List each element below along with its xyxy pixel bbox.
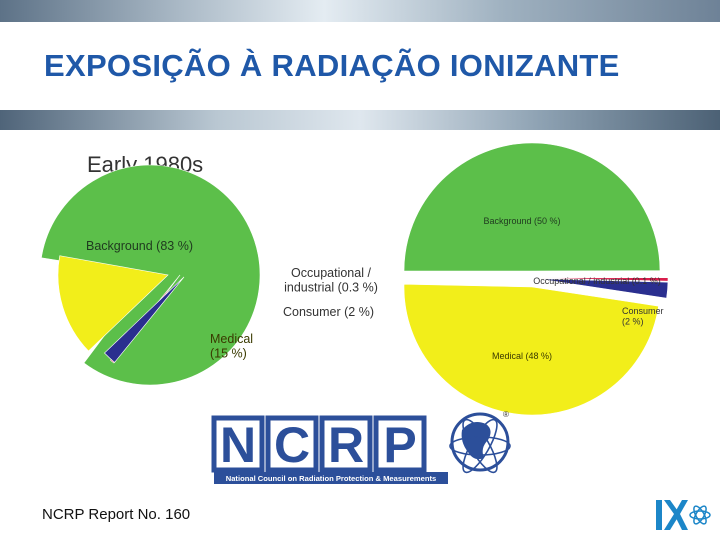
logo-letter: R <box>328 417 364 473</box>
institution-logo-icon <box>656 500 711 530</box>
pie-chart-2006: 2006Background (50 %)Medical (48 %)Occup… <box>403 142 669 416</box>
header-decorative-band <box>0 110 720 130</box>
slice-label: Background (50 %) <box>483 216 560 226</box>
pie-slice <box>104 276 185 363</box>
logo-letter-box <box>211 415 265 473</box>
logo-letter: P <box>383 417 416 473</box>
pie-slice <box>403 283 659 416</box>
logo-letter: C <box>274 417 310 473</box>
slice-label: Medical (48 %) <box>492 351 552 361</box>
pie-slice <box>57 255 169 352</box>
top-decorative-band <box>0 0 720 22</box>
registered-mark: ® <box>503 410 509 419</box>
slice-label: Occupational / industrial (0.1 %) <box>533 276 661 286</box>
logo-organization-name: National Council on Radiation Protection… <box>226 474 437 483</box>
pie-slice <box>539 278 669 299</box>
footer-source: NCRP Report No. 160 <box>42 506 191 523</box>
slice-label: Occupational / industrial (0.3 %) <box>284 266 378 294</box>
slice-label: Consumer (2 %) <box>622 306 664 326</box>
title-bar <box>0 22 720 110</box>
logo-letter-box <box>373 415 427 473</box>
pie-slice <box>403 142 661 272</box>
logo-letter-box <box>265 415 319 473</box>
slice-label: Background (83 %) <box>86 239 193 253</box>
logo-letter-box <box>319 415 373 473</box>
slice-label: Consumer (2 %) <box>283 305 374 319</box>
slide-title: EXPOSIÇÃO À RADIAÇÃO IONIZANTE <box>44 48 620 83</box>
slice-label: Medical (15 %) <box>210 332 253 360</box>
logo-name-bar <box>214 472 448 484</box>
pie-slice <box>539 277 669 282</box>
logo-letter: N <box>220 417 256 473</box>
